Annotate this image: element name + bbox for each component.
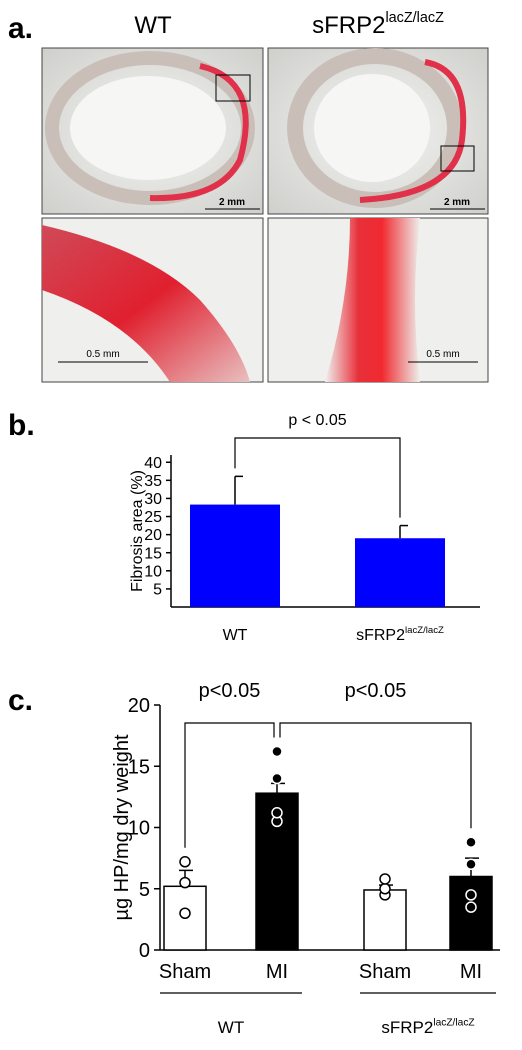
column-title-base: WT [134,12,172,39]
y-tick-label: 20 [144,527,162,544]
panel-label: c. [8,684,33,717]
data-point [271,807,283,819]
micrograph-top-left [41,47,264,215]
column-title-base: sFRP2 [312,12,385,39]
y-tick-label: 15 [144,545,162,562]
y-tick-label: 10 [144,563,162,580]
x-tick-label-base: sFRP2 [356,627,405,644]
significance-label: p<0.05 [345,680,407,702]
group-label-base: sFRP2 [381,1018,433,1037]
data-point [379,883,391,895]
data-point [379,873,391,885]
x-tick-label-sup: lacZ/lacZ [405,625,444,636]
panel-label: b. [8,409,35,442]
data-point [179,907,191,919]
data-point [465,889,477,901]
micrograph-bottom-left [41,217,264,383]
y-tick-label: 40 [144,455,162,472]
panel-label: a. [8,12,33,45]
bar [190,504,280,607]
significance-bracket [234,437,401,518]
data-point [465,901,477,913]
data-point [465,836,477,848]
y-tick-label: 20 [128,695,150,717]
y-tick-label: 5 [153,582,162,599]
scale-bar-label: 2 mm [444,197,470,208]
data-point [271,745,283,758]
significance-label: p < 0.05 [288,412,346,429]
significance-label: p<0.05 [199,680,261,702]
y-axis-label: µg HP/mg dry weight [111,734,133,920]
y-tick-label: 10 [128,818,150,840]
group-label: WT [218,1018,244,1037]
column-title: WT [134,12,172,39]
bar [449,875,493,951]
data-point [179,856,191,868]
x-tick-label: MI [266,961,288,983]
x-tick-label: sFRP2lacZ/lacZ [356,625,444,644]
significance-bracket [184,722,275,848]
scale-bar-label: 2 mm [219,197,245,208]
y-tick-label: 25 [144,509,162,526]
y-tick-label: 35 [144,473,162,490]
y-axis-label: Fibrosis area (%) [129,470,146,592]
y-tick-label: 30 [144,491,162,508]
x-tick-label: MI [460,961,482,983]
data-point [271,772,283,785]
micrograph-bottom-right [267,217,489,383]
scale-bar-label: 0.5 mm [86,349,119,360]
y-tick-label: 0 [139,940,150,962]
data-point [465,858,477,870]
column-title: sFRP2lacZ/lacZ [312,10,444,39]
significance-bracket [279,722,472,829]
group-label: sFRP2lacZ/lacZ [381,1017,474,1037]
column-title-sup: lacZ/lacZ [385,10,444,26]
bar [355,538,445,607]
micrograph-top-right [267,47,489,215]
x-tick-label: WT [223,627,248,644]
y-tick-label: 5 [139,879,150,901]
data-point [179,876,191,889]
x-tick-label: Sham [159,961,211,983]
x-tick-label: Sham [359,961,411,983]
scale-bar-label: 0.5 mm [426,349,459,360]
group-label-sup: lacZ/lacZ [433,1017,474,1028]
y-tick-label: 15 [128,756,150,778]
